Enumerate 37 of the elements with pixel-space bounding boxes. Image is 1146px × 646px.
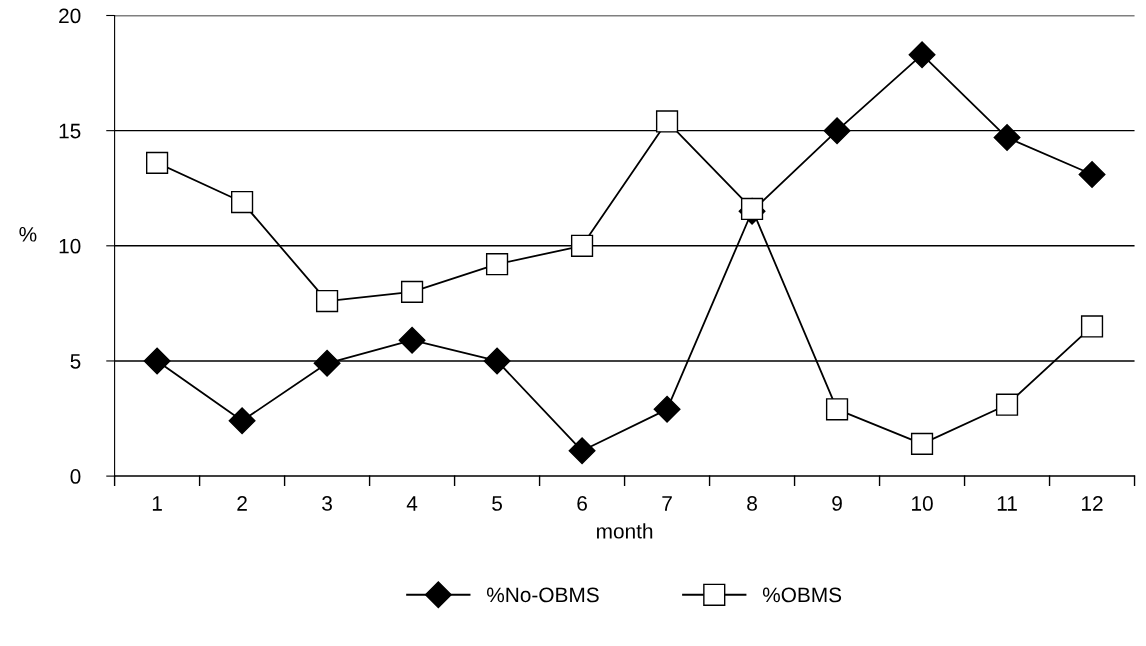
point — [228, 407, 256, 435]
point — [823, 117, 851, 145]
point — [483, 347, 511, 375]
point — [993, 124, 1021, 152]
y-tick-label: 0 — [70, 469, 81, 484]
x-tick-label: 4 — [406, 496, 418, 511]
y-tick-label: 5 — [70, 354, 81, 369]
x-tick-label: 1 — [152, 496, 162, 511]
x-tick-label: 10 — [912, 496, 933, 511]
y-tick-label: 10 — [59, 238, 81, 254]
point — [313, 349, 341, 377]
legend-label: %No-OBMS — [486, 587, 599, 603]
point — [910, 432, 934, 455]
point — [655, 110, 679, 133]
y-tick-label: 15 — [59, 123, 81, 139]
x-tick-label: 8 — [747, 496, 757, 511]
point — [568, 437, 596, 465]
point — [398, 326, 426, 354]
y-axis-title: % — [19, 227, 37, 242]
point — [1078, 160, 1106, 188]
x-tick-label: 12 — [1082, 496, 1103, 511]
x-tick-label: 11 — [997, 496, 1017, 511]
point — [908, 41, 936, 69]
x-tick-label: 6 — [577, 496, 587, 511]
x-tick-label: 2 — [237, 496, 247, 511]
x-tick-label: 5 — [492, 496, 502, 511]
point — [143, 347, 171, 375]
x-tick-label: 7 — [662, 496, 672, 511]
x-tick-label: 9 — [832, 496, 842, 511]
legend-label: %OBMS — [762, 587, 842, 603]
x-axis-title: month — [597, 523, 653, 539]
point — [740, 197, 764, 221]
y-tick-label: 20 — [59, 8, 81, 24]
point — [315, 289, 339, 313]
x-tick-label: 3 — [322, 496, 332, 511]
point — [653, 395, 681, 423]
point — [570, 234, 594, 257]
